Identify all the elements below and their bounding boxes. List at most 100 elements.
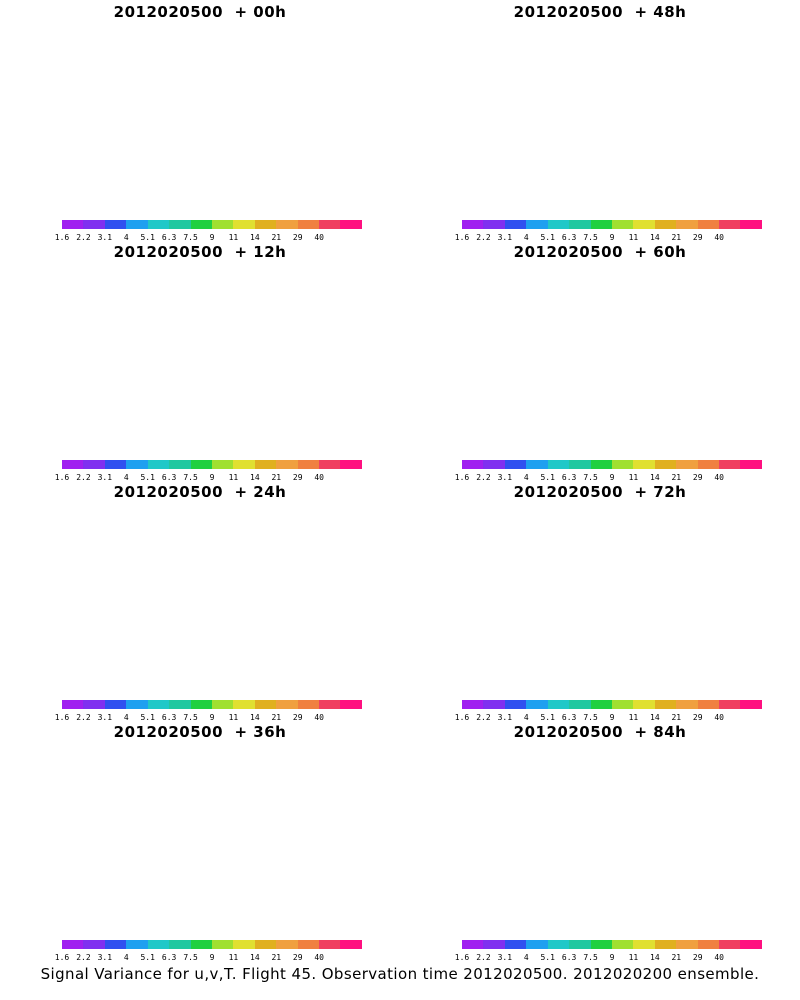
colorbar-tick-label: 9 — [209, 953, 215, 962]
colorbar-tick-label: 14 — [650, 953, 660, 962]
colorbar-tick-label: 4 — [123, 953, 129, 962]
low-variance-area — [299, 636, 341, 653]
colorbar-swatch — [169, 940, 191, 949]
colorbar-tick-label: 9 — [609, 233, 615, 242]
variance-contour — [135, 80, 225, 138]
coastline — [80, 781, 365, 847]
colorbar-swatch — [526, 940, 548, 949]
variance-contour — [579, 108, 621, 130]
panel-title: 2012020500 + 36h — [113, 723, 287, 741]
variance-contour — [548, 85, 642, 143]
colorbar-tick-label: 1.6 — [454, 953, 470, 962]
colorbar-swatch — [169, 700, 191, 709]
variance-contour — [139, 320, 231, 378]
coastline — [480, 781, 765, 847]
variance-contour — [185, 591, 215, 607]
colorbar-swatch — [462, 460, 484, 469]
colorbar-tick-label: 7.5 — [583, 233, 598, 242]
colorbar-swatch — [740, 460, 762, 469]
colorbar-swatch — [569, 940, 591, 949]
colorbar-swatch — [719, 220, 741, 229]
variance-contour — [494, 779, 676, 879]
colorbar-swatch — [104, 460, 127, 469]
colorbar-swatch — [276, 460, 298, 469]
colorbar-tick-label: 11 — [228, 713, 239, 722]
colorbar-swatch — [740, 940, 762, 949]
variance-contour — [457, 765, 703, 894]
colorbar-swatch — [211, 220, 234, 229]
colorbar-swatch — [633, 220, 655, 229]
colorbar-tick-label: 11 — [628, 233, 639, 242]
colorbar-tick-label: 5.1 — [140, 713, 155, 722]
variance-contour — [578, 347, 623, 371]
colorbar-swatch — [211, 940, 234, 949]
colorbar-swatch — [483, 220, 505, 229]
colorbar-swatch — [126, 460, 148, 469]
colorbar-tick-label: 14 — [650, 713, 660, 722]
colorbar-tick-label: 11 — [228, 953, 239, 962]
colorbar-tick-label: 2.2 — [76, 713, 91, 722]
colorbar-tick-label: 11 — [628, 473, 639, 482]
colorbar-swatch — [590, 460, 612, 469]
colorbar-tick-label: 14 — [250, 473, 260, 482]
colorbar-swatch — [633, 700, 655, 709]
low-variance-area — [709, 639, 732, 648]
colorbar-tick-label: 21 — [271, 233, 282, 242]
colorbar-swatch — [126, 220, 148, 229]
colorbar-swatch — [462, 940, 484, 949]
colorbar-swatch — [211, 700, 234, 709]
colorbar-swatch — [147, 940, 170, 949]
colorbar-swatch — [526, 460, 548, 469]
variance-contour — [420, 751, 735, 917]
colorbar-tick-label: 29 — [692, 233, 703, 242]
variance-contour — [188, 353, 212, 366]
low-variance-area — [296, 394, 344, 413]
colorbar-tick-label: 21 — [671, 953, 682, 962]
colorbar-labels: 1.6 2.2 3.1 4 5.1 6.3 7.5 9 11 14 21 29 40 — [45, 233, 375, 243]
coastline — [80, 541, 365, 607]
colorbar-swatch — [276, 940, 298, 949]
panel-title: 2012020500 + 72h — [513, 483, 687, 501]
variance-contour — [541, 561, 649, 626]
colorbar-tick-label: 9 — [209, 473, 215, 482]
colorbar-tick-label: 4 — [523, 953, 529, 962]
colorbar — [462, 940, 762, 952]
colorbar-labels: 1.6 2.2 3.1 4 5.1 6.3 7.5 9 11 14 21 29 40 — [445, 473, 775, 483]
variance-contour — [467, 529, 694, 649]
colorbar-labels: 1.6 2.2 3.1 4 5.1 6.3 7.5 9 11 14 21 29 40 — [45, 953, 375, 963]
low-variance-area — [52, 624, 108, 644]
colorbar-swatch — [147, 460, 170, 469]
variance-field — [20, 744, 380, 934]
forecast-panel: 2012020500 + 48h 1.6 2.2 3.1 4 5.1 6.3 7.5 9 11 14… — [400, 0, 800, 242]
colorbar-swatch — [319, 940, 341, 949]
colorbar-swatch — [254, 940, 277, 949]
variance-contour — [481, 56, 679, 163]
variance-contour — [193, 115, 208, 123]
panel-title: 2012020500 + 48h — [513, 3, 687, 21]
colorbar-swatch — [276, 220, 298, 229]
colorbar-swatch — [547, 700, 570, 709]
colorbar-tick-label: 40 — [714, 473, 724, 482]
colorbar-swatch — [340, 940, 362, 949]
colorbar-tick-label: 5.1 — [140, 953, 155, 962]
colorbar-swatch — [504, 220, 527, 229]
colorbar-tick-label: 2.2 — [76, 953, 91, 962]
forecast-panel: 2012020500 + 60h 1.6 2.2 3.1 4 5.1 6.3 7.5 9 11 14… — [400, 240, 800, 483]
colorbar-tick-label: 40 — [314, 233, 324, 242]
colorbar-swatch — [169, 460, 191, 469]
colorbar-tick-label: 14 — [650, 233, 660, 242]
colorbar-swatch — [233, 220, 255, 229]
colorbar-tick-label: 2.2 — [76, 233, 91, 242]
colorbar-tick-label: 2.2 — [476, 953, 491, 962]
colorbar-tick-label: 1.6 — [454, 473, 470, 482]
variance-field — [20, 504, 380, 694]
colorbar-tick-label: 29 — [292, 473, 303, 482]
colorbar-tick-label: 1.6 — [454, 713, 470, 722]
colorbar-tick-label: 3.1 — [97, 473, 113, 482]
colorbar-tick-label: 4 — [123, 713, 129, 722]
colorbar-swatch — [83, 460, 105, 469]
colorbar-swatch — [547, 940, 570, 949]
low-variance-area — [707, 399, 734, 410]
colorbar-swatch — [697, 940, 720, 949]
colorbar-tick-label: 1.6 — [54, 233, 70, 242]
